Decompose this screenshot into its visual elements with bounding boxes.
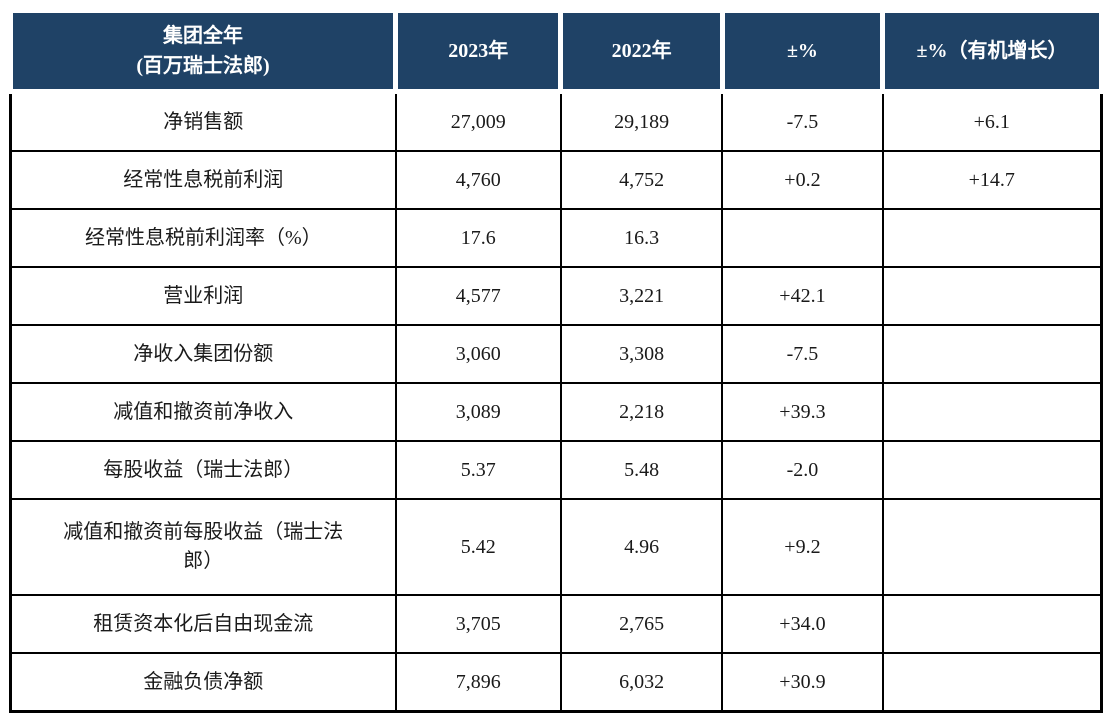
- metric-label: 租赁资本化后自由现金流: [9, 594, 397, 654]
- table-row: 每股收益（瑞士法郎） 5.37 5.48 -2.0: [9, 440, 1103, 500]
- metric-label: 减值和撤资前净收入: [9, 382, 397, 442]
- metric-label: 净销售额: [9, 90, 397, 152]
- value-2022: 5.48: [559, 440, 724, 500]
- metric-label: 经常性息税前利润: [9, 150, 397, 210]
- value-organic-pct: [881, 498, 1103, 596]
- financial-summary-table: 集团全年 (百万瑞士法郎) 2023年 2022年 ±% ±%（有机增长） 净销…: [7, 8, 1104, 713]
- value-change-pct: +39.3: [721, 382, 884, 442]
- header-organic-pct: ±%（有机增长）: [880, 8, 1104, 94]
- table-row: 减值和撤资前净收入 3,089 2,218 +39.3: [9, 382, 1103, 442]
- value-organic-pct: [881, 652, 1103, 713]
- value-2023: 7,896: [394, 652, 562, 713]
- value-change-pct: +30.9: [721, 652, 884, 713]
- header-group-title-line1: 集团全年: [163, 25, 244, 47]
- value-2023: 3,060: [394, 324, 562, 384]
- value-2022: 4.96: [559, 498, 724, 596]
- value-organic-pct: [881, 208, 1103, 268]
- value-2022: 3,308: [559, 324, 724, 384]
- value-change-pct: -7.5: [721, 324, 884, 384]
- value-2023: 27,009: [394, 90, 562, 152]
- value-2023: 5.42: [394, 498, 562, 596]
- header-2023: 2023年: [393, 8, 564, 94]
- value-organic-pct: [881, 382, 1103, 442]
- value-2023: 17.6: [394, 208, 562, 268]
- value-change-pct: -7.5: [721, 90, 884, 152]
- metric-label: 金融负债净额: [9, 652, 397, 713]
- value-change-pct: +34.0: [721, 594, 884, 654]
- value-2022: 2,218: [559, 382, 724, 442]
- value-organic-pct: +14.7: [881, 150, 1103, 210]
- value-change-pct: -2.0: [721, 440, 884, 500]
- metric-label: 净收入集团份额: [9, 324, 397, 384]
- metric-label: 经常性息税前利润率（%）: [9, 208, 397, 268]
- table-row: 营业利润 4,577 3,221 +42.1: [9, 266, 1103, 326]
- value-2022: 6,032: [559, 652, 724, 713]
- value-2023: 4,760: [394, 150, 562, 210]
- value-organic-pct: +6.1: [881, 90, 1103, 152]
- value-organic-pct: [881, 324, 1103, 384]
- value-2022: 3,221: [559, 266, 724, 326]
- value-change-pct: +42.1: [721, 266, 884, 326]
- value-organic-pct: [881, 440, 1103, 500]
- table-row: 经常性息税前利润率（%） 17.6 16.3: [9, 208, 1103, 268]
- header-row: 集团全年 (百万瑞士法郎) 2023年 2022年 ±% ±%（有机增长）: [7, 8, 1104, 94]
- metric-label: 营业利润: [9, 266, 397, 326]
- value-2022: 2,765: [559, 594, 724, 654]
- value-2022: 4,752: [559, 150, 724, 210]
- table-row: 净销售额 27,009 29,189 -7.5 +6.1: [9, 90, 1103, 152]
- table-row: 金融负债净额 7,896 6,032 +30.9: [9, 652, 1103, 713]
- value-2022: 16.3: [559, 208, 724, 268]
- value-2023: 3,089: [394, 382, 562, 442]
- value-2023: 4,577: [394, 266, 562, 326]
- metric-label: 减值和撤资前每股收益（瑞士法郎）: [9, 498, 397, 596]
- table-row: 租赁资本化后自由现金流 3,705 2,765 +34.0: [9, 594, 1103, 654]
- value-organic-pct: [881, 266, 1103, 326]
- value-change-pct: +9.2: [721, 498, 884, 596]
- header-group-title-line2: (百万瑞士法郎): [136, 55, 270, 77]
- table-row: 经常性息税前利润 4,760 4,752 +0.2 +14.7: [9, 150, 1103, 210]
- metric-label: 每股收益（瑞士法郎）: [9, 440, 397, 500]
- header-change-pct: ±%: [719, 8, 886, 94]
- value-2022: 29,189: [559, 90, 724, 152]
- value-2023: 5.37: [394, 440, 562, 500]
- value-2023: 3,705: [394, 594, 562, 654]
- value-organic-pct: [881, 594, 1103, 654]
- table-row: 净收入集团份额 3,060 3,308 -7.5: [9, 324, 1103, 384]
- value-change-pct: +0.2: [721, 150, 884, 210]
- header-2022: 2022年: [558, 8, 725, 94]
- table-row: 减值和撤资前每股收益（瑞士法郎） 5.42 4.96 +9.2: [9, 498, 1103, 596]
- value-change-pct: [721, 208, 884, 268]
- header-group-title: 集团全年 (百万瑞士法郎): [7, 8, 399, 94]
